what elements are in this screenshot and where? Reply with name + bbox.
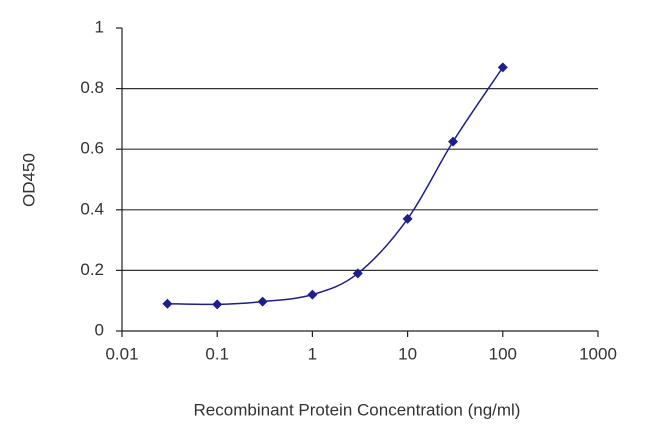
data-point [352,268,363,279]
data-line [167,66,504,306]
x-tick-label: 0.01 [105,344,138,363]
data-point [402,213,413,224]
y-tick-label: 0.4 [80,199,104,218]
y-tick-label: 0.8 [80,78,104,97]
y-tick-label: 1 [95,17,104,36]
data-point [162,298,173,309]
data-point [257,296,268,307]
y-tick-label: 0 [95,320,104,339]
y-axis-label: OD450 [19,153,38,207]
data-point [448,136,459,147]
x-tick-label: 1000 [579,344,617,363]
data-point [307,289,318,300]
x-axis-label: Recombinant Protein Concentration (ng/ml… [194,400,521,419]
y-tick-label: 0.2 [80,260,104,279]
y-tick-label: 0.6 [80,139,104,158]
x-tick-label: 0.1 [205,344,229,363]
x-tick-label: 10 [398,344,417,363]
data-point [497,62,508,73]
data-point [212,299,223,310]
x-tick-label: 1 [308,344,317,363]
x-tick-label: 100 [489,344,517,363]
